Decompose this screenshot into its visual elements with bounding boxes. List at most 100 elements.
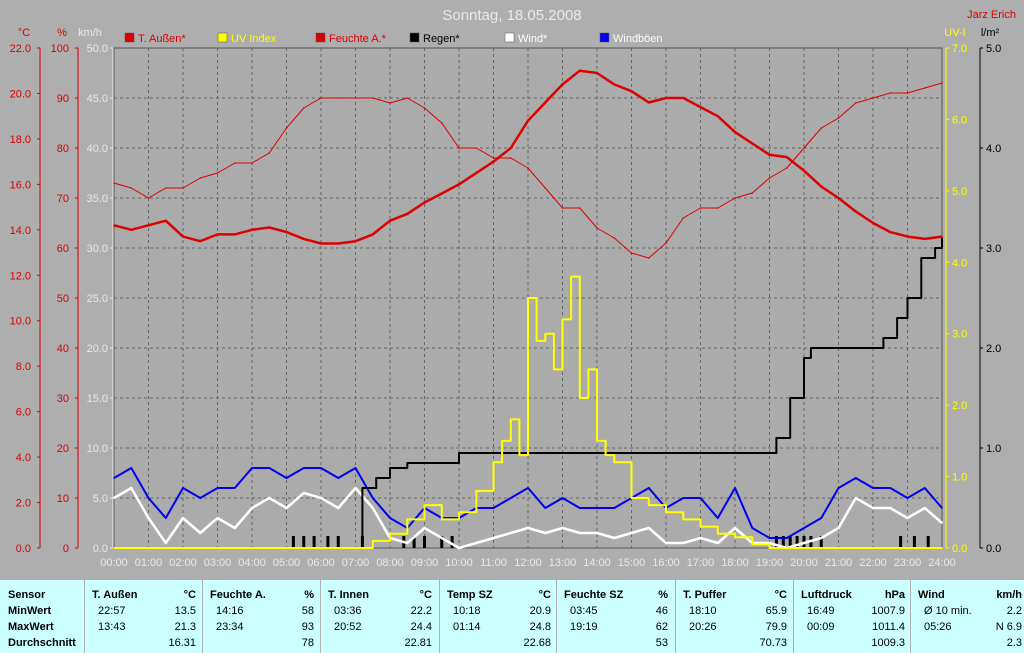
series-point-t-au-en	[216, 233, 219, 236]
wind-tick-label: 30.0	[87, 243, 108, 255]
x-axis: 00:00 01:00 02:00 03:00 04:00 05:00 06:00 07:00…	[100, 557, 956, 569]
series-point-wind	[820, 537, 823, 539]
series-point-feuchte-a	[406, 97, 409, 99]
series-point-t-au-en	[268, 226, 271, 229]
series-point-regen	[768, 452, 771, 454]
rain-marker	[774, 536, 778, 548]
series-point-wind	[923, 507, 926, 509]
wind-tick-label: 0.0	[93, 543, 108, 555]
series-point-feuchte-a	[544, 187, 547, 189]
series-point-t-au-en	[182, 235, 184, 238]
stats-min-time: 14:16	[216, 605, 244, 617]
series-point-feuchte-a	[682, 217, 685, 219]
series-point-windb-en	[354, 467, 357, 469]
series-point-t-au-en	[406, 213, 409, 215]
series-point-uv-index	[423, 504, 426, 506]
series-point-regen	[882, 337, 885, 339]
hum-tick-label: 0	[63, 543, 69, 555]
series-point-wind	[302, 492, 305, 494]
series-point-uv-index	[587, 368, 590, 371]
temp-tick-label: 4.0	[16, 452, 31, 464]
series-point-uv-index	[371, 540, 374, 542]
wind-tick-label: 15.0	[87, 393, 108, 405]
temp-tick-label: 22.0	[10, 43, 31, 55]
stats-divider	[202, 580, 203, 653]
x-tick-label: 13:00	[549, 557, 577, 569]
stats-average-value: 16.31	[168, 637, 196, 649]
series-point-feuchte-a	[613, 237, 616, 239]
stats-average-value: 22.68	[523, 637, 551, 649]
series-point-t-au-en	[251, 229, 253, 231]
series-point-t-au-en	[492, 160, 495, 163]
series-point-feuchte-a	[716, 207, 719, 209]
series-point-t-au-en	[130, 229, 133, 231]
rain-marker	[912, 536, 916, 548]
hum-axis-unit: %	[57, 27, 67, 39]
series-point-wind	[630, 532, 633, 534]
stats-divider	[910, 580, 911, 653]
rain-marker	[326, 536, 330, 548]
series-point-feuchte-a	[147, 197, 150, 199]
rain-marker	[423, 536, 426, 548]
series-point-feuchte-a	[751, 192, 754, 194]
chart-title: Sonntag, 18.05.2008	[442, 7, 581, 24]
x-tick-label: 14:00	[583, 557, 611, 569]
stats-max-time: 13:43	[98, 621, 126, 633]
stats-column-name: Feuchte SZ	[564, 589, 624, 601]
series-point-t-au-en	[682, 97, 685, 99]
series-point-t-au-en	[768, 154, 771, 156]
series-point-feuchte-a	[578, 207, 581, 209]
hum-tick-label: 70	[57, 193, 69, 205]
series-point-windb-en	[854, 477, 857, 479]
uv-tick-label: 2.0	[952, 400, 967, 412]
series-point-regen	[406, 462, 409, 464]
series-point-wind	[337, 507, 340, 509]
x-tick-label: 21:00	[825, 557, 853, 569]
legend-swatch	[315, 32, 326, 43]
stats-min-value: 13.5	[174, 605, 196, 617]
wind-tick-label: 50.0	[87, 43, 108, 55]
x-tick-label: 24:00	[928, 557, 956, 569]
series-point-feuchte-a	[561, 207, 564, 209]
wind-tick-label: 20.0	[87, 343, 108, 355]
legend-label: Wind*	[518, 33, 548, 45]
series-point-uv-index	[492, 461, 495, 464]
series-point-wind	[492, 537, 495, 539]
rain-tick-label: 3.0	[986, 243, 1001, 255]
series-point-windb-en	[199, 497, 202, 499]
stats-row-label: MinWert	[8, 605, 52, 617]
stats-min-time: 18:10	[689, 605, 717, 617]
series-point-uv-index	[501, 440, 503, 442]
series-point-t-au-en	[389, 219, 391, 222]
series-point-uv-index	[561, 318, 564, 321]
series-point-feuchte-a	[337, 97, 340, 99]
x-tick-label: 17:00	[687, 557, 715, 569]
series-point-wind	[941, 522, 943, 524]
stats-row-label: Sensor	[8, 589, 46, 601]
series-point-wind	[147, 517, 150, 519]
series-point-windb-en	[544, 507, 547, 509]
series-point-feuchte-a	[475, 147, 478, 149]
series-point-windb-en	[734, 487, 736, 489]
series-point-feuchte-a	[527, 167, 529, 169]
series-point-t-au-en	[561, 83, 564, 86]
series-point-regen	[389, 467, 391, 469]
series-point-wind	[268, 497, 271, 499]
stats-divider	[320, 580, 321, 653]
stats-max-value: 24.4	[410, 621, 432, 633]
rain-marker	[440, 536, 444, 548]
series-point-t-au-en	[354, 240, 357, 242]
series-point-t-au-en	[716, 115, 719, 117]
series-point-t-au-en	[371, 233, 374, 236]
series-point-wind	[251, 507, 253, 509]
series-point-wind	[371, 507, 374, 509]
stats-average-value: 70.73	[759, 637, 787, 649]
rain-marker	[336, 536, 340, 548]
stats-max-time: 19:19	[570, 621, 598, 633]
hum-tick-label: 50	[57, 293, 69, 305]
series-point-t-au-en	[337, 242, 340, 245]
series-point-regen	[423, 462, 426, 464]
temp-tick-label: 2.0	[16, 498, 31, 510]
x-tick-label: 08:00	[376, 557, 404, 569]
legend: T. Außen* UV Index Feuchte A.* Regen* Wind* W…	[124, 32, 663, 45]
